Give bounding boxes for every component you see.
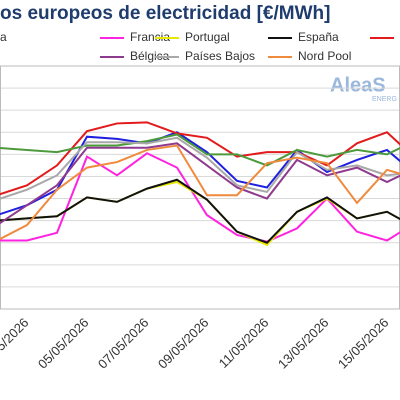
x-tick-label: 05/05/2026	[35, 315, 92, 372]
series-line	[0, 142, 400, 225]
chart-title: os europeos de electricidad [€/MWh]	[0, 3, 330, 24]
series-line	[0, 121, 400, 196]
x-tick-label: 07/05/2026	[95, 315, 152, 372]
legend-label: España	[298, 30, 339, 44]
x-tick-label: 11/05/2026	[216, 315, 272, 371]
watermark-sub: ENERG	[372, 96, 397, 103]
series-line	[0, 136, 400, 200]
x-tick-label: 09/05/2026	[155, 315, 212, 372]
series-line	[0, 144, 400, 241]
legend-label: a	[0, 30, 7, 44]
series-line	[0, 133, 400, 167]
series-line	[0, 178, 400, 244]
legend-label: Francia	[130, 30, 170, 44]
legend-label: Portugal	[185, 30, 230, 44]
legend-label: Países Bajos	[185, 49, 255, 63]
x-tick-label: 13/05/2026	[275, 315, 332, 372]
x-tick-label: 15/05/2026	[335, 315, 392, 372]
legend-label: Nord Pool	[298, 49, 351, 63]
x-tick-label: 03/05/2026	[0, 315, 32, 372]
series-line	[0, 152, 400, 243]
legend-label: Bélgica	[130, 49, 170, 63]
watermark: AleaS	[330, 74, 386, 96]
